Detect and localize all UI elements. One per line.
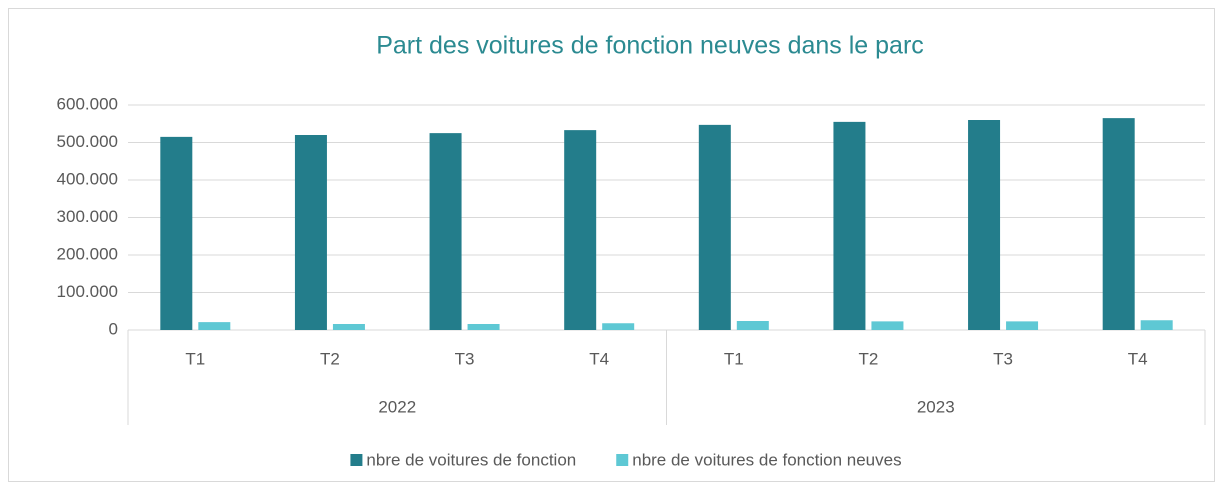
x-tick-label: T3 (993, 349, 1013, 368)
bar (160, 136, 193, 330)
x-tick-label: T2 (320, 349, 340, 368)
chart-title: Part des voitures de fonction neuves dan… (376, 32, 924, 60)
y-tick-label: 600.000 (57, 94, 118, 113)
legend-label: nbre de voitures de fonction (366, 450, 576, 469)
x-tick-label: T2 (859, 349, 879, 368)
bar (467, 324, 500, 330)
bar (429, 133, 462, 330)
bar (833, 121, 866, 330)
x-tick-label: T1 (724, 349, 744, 368)
bar (294, 135, 327, 330)
bar (564, 130, 597, 330)
bar (871, 321, 904, 330)
y-tick-label: 200.000 (57, 244, 118, 263)
bar (332, 324, 365, 330)
group-label: 2023 (917, 397, 955, 416)
bar (1006, 321, 1039, 330)
x-tick-label: T3 (455, 349, 475, 368)
y-tick-label: 500.000 (57, 132, 118, 151)
x-tick-label: T4 (589, 349, 609, 368)
chart-frame (8, 8, 1215, 482)
y-tick-label: 300.000 (57, 207, 118, 226)
legend-label: nbre de voitures de fonction neuves (632, 450, 901, 469)
x-tick-label: T1 (185, 349, 205, 368)
bar (602, 323, 635, 330)
y-tick-label: 100.000 (57, 282, 118, 301)
legend-swatch (616, 454, 629, 466)
x-tick-label: T4 (1128, 349, 1148, 368)
bar (198, 322, 231, 330)
legend-swatch (350, 454, 363, 466)
bar (1140, 320, 1173, 330)
bar (736, 321, 769, 330)
bar (968, 120, 1001, 330)
bar (1102, 118, 1135, 330)
y-tick-label: 0 (109, 319, 118, 338)
group-label: 2022 (378, 397, 416, 416)
y-tick-label: 400.000 (57, 169, 118, 188)
bar (698, 124, 731, 330)
